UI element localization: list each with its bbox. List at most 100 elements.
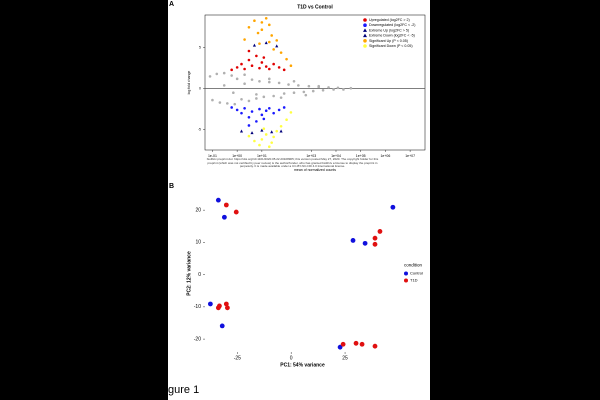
point [377,229,383,234]
point [253,19,256,23]
point [226,102,229,105]
point [353,340,359,346]
x-axis-label: PC1: 54% variance [280,362,325,368]
point [243,82,246,86]
point [208,75,212,78]
point [253,139,256,143]
point [272,48,275,51]
point [272,111,275,115]
legend-label: Extreme Up (log2FC > 5) [369,28,409,32]
point [233,209,239,215]
point [277,81,281,85]
point [258,66,261,70]
point [362,240,368,246]
point [235,77,239,81]
point [233,102,237,106]
x-tick-label: 1e+03 [306,154,316,158]
point [272,94,275,98]
point [255,93,258,96]
point [270,34,273,37]
point [258,79,261,83]
caption: bioRxiv preprint doi: https://doi.org/10… [206,158,379,169]
y-tick-label: 0 [199,87,201,91]
point [317,84,321,88]
point [279,129,283,133]
x-tick-label: 1e+06 [380,154,390,158]
point [307,84,311,88]
point [289,64,293,68]
legend-swatch [363,18,367,22]
point [256,31,260,35]
plot-frame [204,14,426,151]
y-tick-label: 5 [199,46,201,50]
point [243,38,246,41]
point [304,93,308,97]
point [282,106,286,109]
point [270,141,273,144]
point [222,71,226,75]
point [247,25,251,29]
point [285,57,288,61]
y-axis-label: PC2: 12% variance [186,251,192,296]
legend-label: Downregulated (log2FC < -2) [369,23,415,27]
legend-swatch [363,23,367,28]
point [235,66,239,69]
point [258,42,261,45]
point [267,80,271,84]
point [359,341,365,347]
figure-label: gure 1 [168,384,199,396]
legend-swatch [363,33,367,38]
point [262,117,266,121]
point [252,43,256,47]
point [267,145,271,149]
point [222,84,226,87]
point [243,73,246,77]
point [219,323,225,329]
point [247,124,251,127]
point [264,65,268,68]
point [262,56,266,59]
point [223,301,229,307]
point [264,41,268,45]
point [279,51,283,54]
point [292,91,296,95]
point [292,79,296,83]
point [327,86,330,89]
point [215,72,219,76]
point [267,40,271,44]
point [250,64,254,68]
point [302,90,306,94]
legend-swatch [404,271,408,276]
point [221,214,227,220]
point [211,98,214,102]
point [272,62,275,66]
plot-panel [205,195,400,352]
point [372,241,378,247]
x-tick-label: -25 [234,355,241,361]
point [390,204,396,210]
point [262,95,266,99]
point [218,101,222,104]
point [349,86,353,90]
point [270,130,274,134]
point [275,129,279,133]
point [279,96,283,99]
point [275,44,279,48]
legend-swatch [363,44,367,48]
point [255,120,258,123]
point [282,92,286,95]
legend-label: Control [410,271,423,276]
point [289,111,293,114]
point [287,83,290,86]
point [277,66,281,69]
point [372,343,378,349]
legend-title: condition [404,263,423,268]
point [282,68,286,72]
point [239,129,244,133]
point [247,134,251,138]
legend-label: Significant Up (P < 0.05) [369,39,408,43]
point [255,54,258,58]
y-tick-label: 0 [198,272,201,278]
x-tick-label: 1e+05 [356,154,366,158]
